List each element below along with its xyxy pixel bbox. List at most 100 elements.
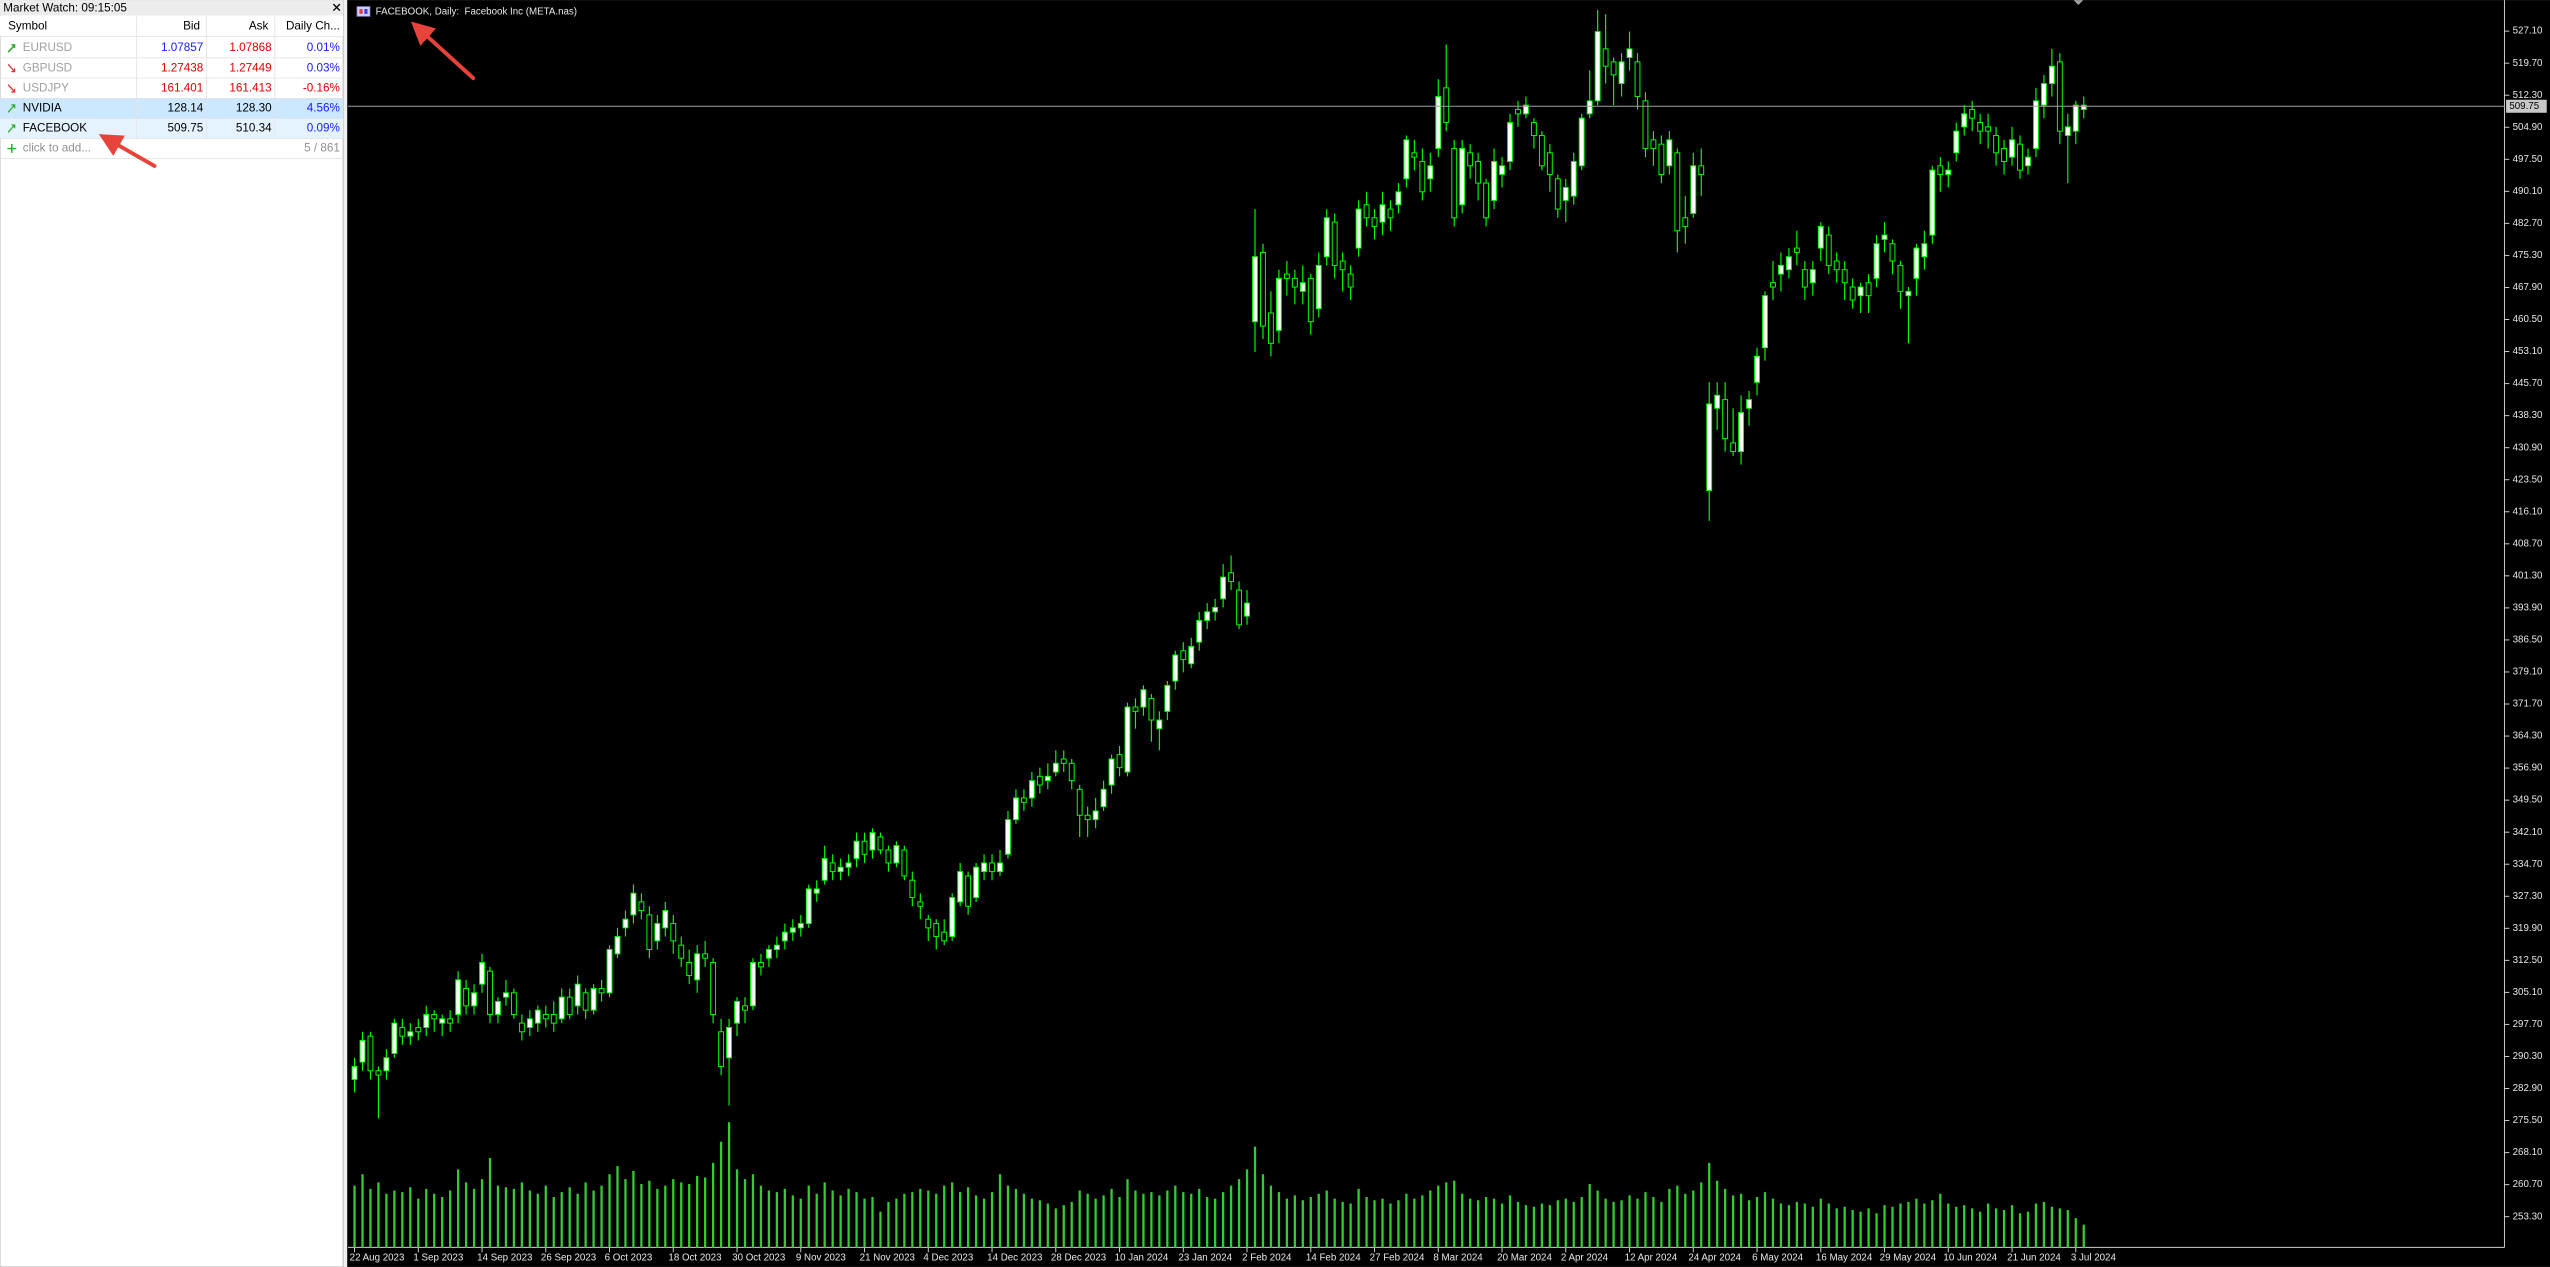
column-header[interactable]: Daily Ch... [286, 20, 340, 33]
volume-bar [496, 1185, 500, 1248]
volume-bar [1166, 1190, 1169, 1248]
candle-body [1554, 178, 1561, 210]
y-tick-label: 364.30 [2513, 731, 2543, 742]
candle-body [391, 1022, 398, 1054]
column-header[interactable]: Symbol [8, 20, 47, 33]
candle-body [1770, 282, 1776, 288]
volume-bar [656, 1188, 659, 1248]
candle-body [487, 970, 493, 1015]
candle-body [1610, 61, 1617, 76]
candle-body [399, 1026, 406, 1037]
volume-bar [1939, 1193, 1942, 1248]
chart-shift-marker[interactable] [2073, 0, 2084, 5]
volume-bar [1795, 1201, 1799, 1248]
volume-bar [1700, 1182, 1703, 1248]
volume-bar [2034, 1203, 2038, 1248]
price-tag-label: 509.75 [2509, 101, 2539, 112]
volume-bar [743, 1179, 747, 1248]
y-tick-label: 253.30 [2513, 1211, 2543, 1222]
candle-body [367, 1035, 374, 1072]
candle-body [1212, 606, 1219, 613]
candle-body [2048, 65, 2055, 85]
volume-bar [409, 1187, 412, 1248]
y-tick-label: 260.70 [2513, 1179, 2543, 1190]
candle-body [670, 923, 677, 942]
candle-body [1809, 269, 1816, 284]
daily-change: 4.56% [307, 102, 340, 115]
candle-body [1371, 217, 1378, 227]
column-header[interactable]: Bid [183, 20, 200, 33]
candle-body [1897, 264, 1904, 292]
add-label[interactable]: click to add... [23, 142, 91, 155]
candle-body [550, 1013, 557, 1024]
volume-bar [1261, 1174, 1265, 1248]
candle-body [510, 992, 517, 1015]
symbol-row[interactable]: GBPUSD 1.27438 1.27449 0.03% [7, 61, 340, 74]
volume-bar [552, 1197, 555, 1248]
symbol: EURUSD [23, 41, 72, 54]
candle-body [1706, 403, 1713, 492]
candle-body [1562, 186, 1569, 201]
candle-body [646, 914, 653, 951]
candle-body [821, 858, 828, 881]
candle-body [1642, 100, 1649, 149]
candle-body [845, 862, 852, 868]
volume-bar [616, 1166, 619, 1248]
volume-bar [1708, 1162, 1711, 1248]
candle-body [829, 862, 836, 873]
y-tick-label: 453.10 [2513, 346, 2543, 357]
candle-body [1857, 286, 1864, 297]
volume-bar [1333, 1198, 1336, 1248]
candle-body [351, 1065, 358, 1080]
candle-body [1236, 589, 1242, 626]
candle-body [1411, 152, 1418, 158]
candle-body [2080, 104, 2087, 110]
candle-body [710, 962, 717, 1015]
symbol-row[interactable]: USDJPY 161.401 161.413 -0.16% [7, 81, 340, 94]
volume-bar [903, 1193, 906, 1248]
volume-bar [1500, 1203, 1504, 1248]
volume-bar [1636, 1198, 1639, 1248]
candle-body [1929, 169, 1936, 236]
volume-bar [895, 1198, 898, 1248]
y-tick-label: 490.10 [2513, 186, 2543, 197]
symbol-row[interactable]: EURUSD 1.07857 1.07868 0.01% [7, 41, 340, 54]
volume-bar [377, 1182, 380, 1248]
volume-bar [1572, 1201, 1575, 1248]
candle-body [1252, 256, 1258, 323]
volume-bar [1907, 1201, 1910, 1248]
add-symbol[interactable]: click to add... [7, 142, 91, 155]
y-tick-label: 379.10 [2513, 667, 2543, 678]
candle-body [1116, 754, 1123, 769]
volume-bar [1811, 1206, 1814, 1248]
volume-bar [855, 1192, 858, 1248]
symbol-row[interactable]: FACEBOOK 509.75 510.34 0.09% [7, 122, 340, 135]
close-button[interactable] [332, 3, 341, 12]
symbol-row[interactable]: NVIDIA 128.14 128.30 4.56% [7, 102, 340, 115]
volume-bar [449, 1190, 452, 1248]
x-tick-label: 14 Feb 2024 [1306, 1253, 1361, 1264]
volume-bar [911, 1192, 914, 1248]
y-tick-label: 312.50 [2513, 955, 2543, 966]
title-bar [0, 0, 344, 16]
volume-bar [1221, 1192, 1225, 1248]
candle-body [1499, 165, 1505, 175]
candle-body [1052, 762, 1059, 773]
candle-body [1546, 152, 1553, 175]
x-tick-label: 29 May 2024 [1880, 1253, 1937, 1264]
volume-bar [704, 1177, 707, 1248]
candle-body [1355, 208, 1362, 249]
candle-body [1060, 758, 1067, 764]
volume-bar [1429, 1190, 1432, 1248]
volume-bar [1022, 1193, 1026, 1248]
candle-body [718, 1031, 725, 1067]
x-tick-label: 10 Jan 2024 [1115, 1253, 1169, 1264]
candle-body [1283, 273, 1290, 279]
volume-bar [1620, 1200, 1623, 1248]
column-header[interactable]: Ask [249, 20, 269, 33]
x-tick-label: 10 Jun 2024 [1943, 1253, 1997, 1264]
volume-bar [2058, 1208, 2061, 1248]
candle-body [1905, 290, 1912, 297]
volume-bar [2074, 1218, 2077, 1248]
